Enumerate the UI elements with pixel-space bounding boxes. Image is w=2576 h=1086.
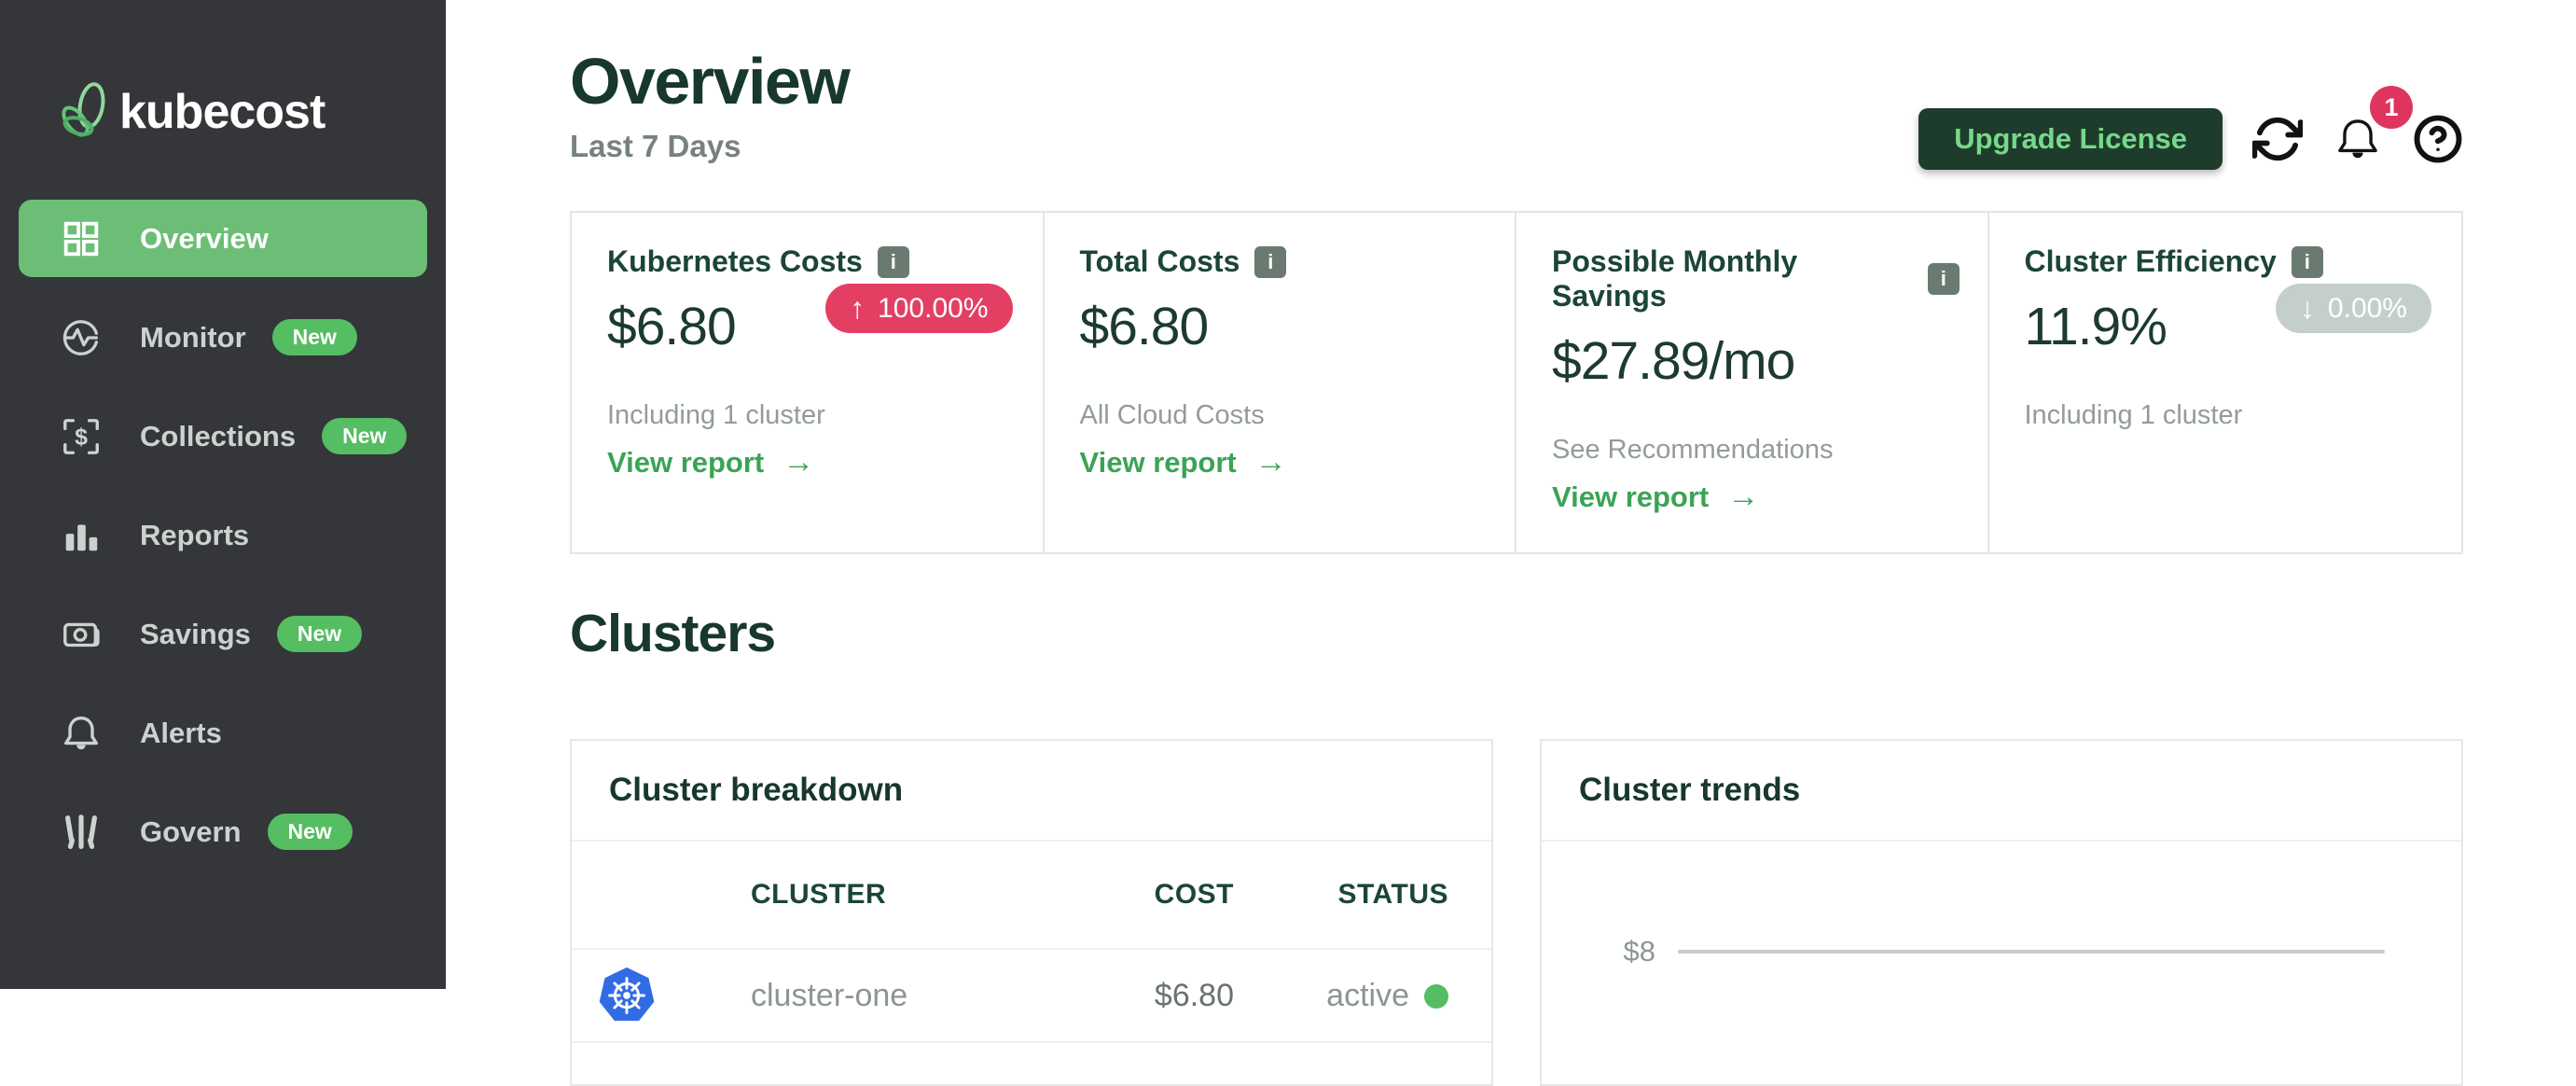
sidebar-item-label: Collections: [140, 419, 297, 452]
sidebar-item-label: Reports: [140, 518, 250, 551]
cluster-trends-panel: Cluster trends $8: [1540, 739, 2463, 1086]
column-header-cost: Cost: [1154, 879, 1234, 910]
govern-icon: [58, 809, 104, 856]
column-header-cluster: Cluster: [751, 879, 887, 910]
header-actions: Upgrade License 1: [1918, 86, 2463, 170]
card-subtext: Including 1 cluster: [2024, 400, 2243, 430]
sidebar-item-monitor[interactable]: Monitor New: [19, 299, 427, 376]
card-value: 11.9%: [2024, 297, 2167, 356]
trend-value: 0.00%: [2327, 292, 2407, 324]
sidebar-item-label: Govern: [140, 814, 242, 848]
sidebar-item-label: Alerts: [140, 716, 222, 749]
kubecost-logo: kubecost: [56, 80, 446, 144]
sidebar: kubecost Overview Monitor New: [0, 0, 446, 989]
kpi-card-kubernetes-costs: Kubernetes Costs i $6.80 ↑ 100.00% Inclu…: [572, 213, 1045, 552]
sidebar-item-reports[interactable]: Reports: [19, 496, 427, 574]
info-icon[interactable]: i: [1254, 245, 1287, 278]
info-icon[interactable]: i: [1928, 263, 1960, 295]
view-report-link[interactable]: View report →: [607, 444, 815, 480]
info-icon[interactable]: i: [877, 245, 909, 278]
arrow-right-icon: →: [1727, 479, 1760, 514]
card-title: Cluster Efficiency i: [2025, 244, 2434, 279]
kpi-cards-row: Kubernetes Costs i $6.80 ↑ 100.00% Inclu…: [570, 211, 2463, 554]
alerts-bell-icon: [58, 710, 104, 757]
card-subtext: Including 1 cluster: [607, 400, 825, 430]
sidebar-nav: Overview Monitor New $ Collections N: [0, 200, 446, 870]
kubernetes-icon: [596, 965, 751, 1026]
upgrade-license-button[interactable]: Upgrade License: [1918, 108, 2223, 170]
cluster-table-row[interactable]: cluster-one $6.80 active: [572, 950, 1491, 1043]
status-active-dot: [1424, 983, 1448, 1009]
view-report-link[interactable]: View report →: [1552, 479, 1760, 514]
kpi-card-cluster-efficiency: Cluster Efficiency i 11.9% ↓ 0.00% Inclu…: [1989, 213, 2462, 552]
sidebar-item-label: Overview: [140, 221, 269, 255]
clusters-panels: Cluster breakdown Cluster Cost Status: [570, 739, 2463, 1086]
main-content: Overview Last 7 Days Upgrade License 1: [446, 0, 2576, 1086]
cluster-name: cluster-one: [751, 977, 908, 1013]
kpi-card-possible-monthly-savings: Possible Monthly Savings i $27.89/mo See…: [1517, 213, 1989, 552]
card-value: $27.89/mo: [1552, 331, 1795, 391]
card-subtext: See Recommendations: [1552, 435, 1834, 465]
cluster-status: active: [1234, 978, 1448, 1014]
cluster-breakdown-panel: Cluster breakdown Cluster Cost Status: [570, 739, 1493, 1086]
new-badge: New: [267, 814, 353, 850]
arrow-up-icon: ↑: [850, 291, 866, 325]
card-title: Possible Monthly Savings i: [1552, 244, 1960, 313]
column-header-status: Status: [1337, 879, 1448, 910]
sidebar-item-label: Savings: [140, 617, 251, 650]
card-value: $6.80: [1079, 297, 1210, 356]
help-icon: [2414, 115, 2462, 163]
notification-count-badge: 1: [2370, 86, 2413, 129]
sidebar-item-govern[interactable]: Govern New: [19, 793, 427, 870]
page-title: Overview: [570, 45, 851, 118]
card-title: Kubernetes Costs i: [607, 244, 1015, 279]
clusters-section-heading: Clusters: [570, 604, 776, 663]
grid-icon: [58, 216, 104, 262]
trend-down-badge: ↓ 0.00%: [2275, 284, 2431, 333]
arrow-right-icon: →: [782, 444, 815, 480]
chart-gridline-row: $8: [1601, 935, 2385, 968]
trend-value: 100.00%: [878, 292, 989, 324]
svg-text:$: $: [75, 424, 88, 450]
collections-icon: $: [58, 413, 104, 460]
sidebar-item-collections[interactable]: $ Collections New: [19, 397, 427, 475]
y-axis-tick-label: $8: [1623, 935, 1655, 968]
sidebar-item-label: Monitor: [140, 320, 246, 354]
card-value: $6.80: [607, 297, 737, 356]
help-button[interactable]: [2413, 114, 2463, 164]
refresh-button[interactable]: [2251, 114, 2304, 164]
sidebar-item-alerts[interactable]: Alerts: [19, 694, 427, 772]
reports-icon: [58, 512, 104, 559]
kpi-card-total-costs: Total Costs i $6.80 All Cloud Costs View…: [1045, 213, 1517, 552]
logo-wordmark: kubecost: [119, 85, 325, 139]
sidebar-item-overview[interactable]: Overview: [19, 200, 427, 277]
card-subtext: All Cloud Costs: [1079, 400, 1265, 430]
date-range-label: Last 7 Days: [570, 129, 741, 163]
arrow-down-icon: ↓: [2299, 291, 2315, 325]
trend-up-badge: ↑ 100.00%: [825, 284, 1013, 333]
info-icon[interactable]: i: [2291, 245, 2323, 278]
table-header-row: Cluster Cost Status: [572, 842, 1491, 950]
new-badge: New: [271, 319, 357, 355]
page-header: Overview Last 7 Days Upgrade License 1: [570, 49, 2463, 170]
chart-gridline: [1678, 950, 2385, 954]
new-badge: New: [322, 418, 408, 454]
sidebar-item-savings[interactable]: Savings New: [19, 595, 427, 673]
arrow-right-icon: →: [1254, 444, 1287, 480]
new-badge: New: [276, 616, 363, 652]
panel-title: Cluster trends: [1579, 772, 1801, 808]
trends-chart: $8: [1542, 842, 2461, 968]
refresh-icon: [2251, 117, 2304, 161]
panel-title: Cluster breakdown: [609, 772, 904, 808]
kubecost-butterfly-icon: [62, 82, 105, 137]
bell-icon: [2338, 119, 2377, 159]
panel-title-row: Cluster trends: [1542, 741, 2461, 842]
panel-title-row: Cluster breakdown: [572, 741, 1491, 842]
savings-icon: [58, 611, 104, 658]
cluster-cost: $6.80: [1154, 977, 1234, 1013]
monitor-icon: [58, 314, 104, 361]
notifications-button[interactable]: 1: [2333, 86, 2413, 164]
card-title: Total Costs i: [1080, 244, 1488, 279]
view-report-link[interactable]: View report →: [1079, 444, 1287, 480]
